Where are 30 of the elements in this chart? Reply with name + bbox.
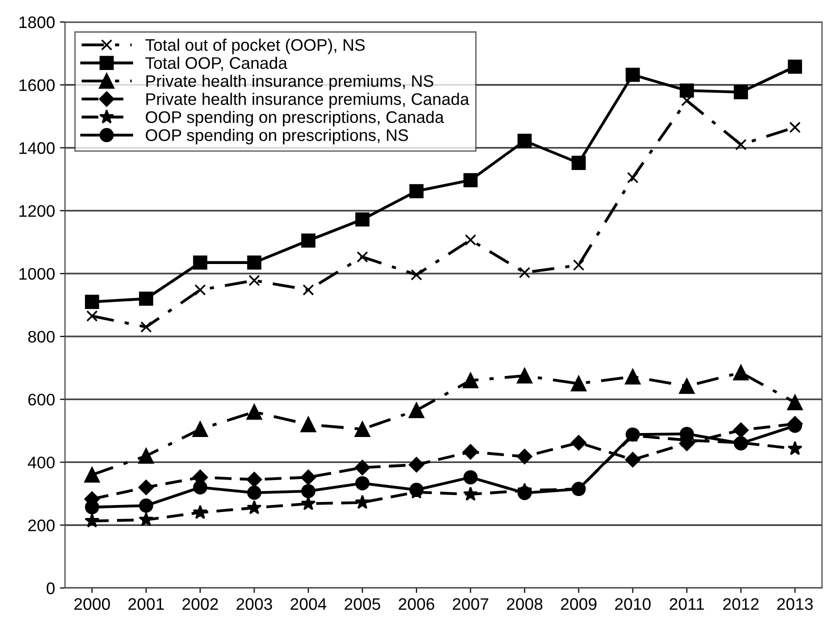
y-tick-label: 1200 <box>19 205 55 217</box>
x-tick-label: 2013 <box>777 598 813 610</box>
x-tick-label: 2001 <box>128 598 164 610</box>
legend-label: Private health insurance premiums, Canada <box>146 92 470 108</box>
x-tick-label: 2008 <box>506 598 542 610</box>
x-tick-label: 2010 <box>615 598 651 610</box>
legend-label: Total out of pocket (OOP), NS <box>145 38 365 54</box>
x-tick-label: 2002 <box>182 598 218 610</box>
y-tick-label: 1000 <box>19 268 55 280</box>
y-tick-label: 1600 <box>19 79 55 92</box>
x-tick-label: 2003 <box>236 598 272 610</box>
x-tick-label: 2012 <box>723 598 759 610</box>
x-tick-label: 2007 <box>452 598 488 610</box>
y-tick-label: 600 <box>28 394 55 406</box>
y-tick-label: 1800 <box>19 16 55 28</box>
legend-label: OOP spending on prescriptions, NS <box>146 128 408 144</box>
x-tick-label: 2011 <box>670 598 704 610</box>
x-tick-label: 2006 <box>398 598 434 610</box>
legend-label: Total OOP, Canada <box>145 56 288 71</box>
legend-label: Private health insurance premiums, NS <box>146 74 434 90</box>
y-tick-label: 400 <box>28 456 55 468</box>
x-tick-label: 2004 <box>290 598 326 610</box>
x-tick-label: 2000 <box>74 598 110 610</box>
y-tick-label: 200 <box>28 520 55 532</box>
y-tick-label: 0 <box>46 582 55 594</box>
x-tick-label: 2005 <box>344 598 380 610</box>
y-tick-label: 1400 <box>19 142 55 154</box>
legend-label: OOP spending on prescriptions, Canada <box>146 110 444 126</box>
x-tick-label: 2009 <box>560 598 596 610</box>
y-tick-label: 800 <box>28 330 55 343</box>
